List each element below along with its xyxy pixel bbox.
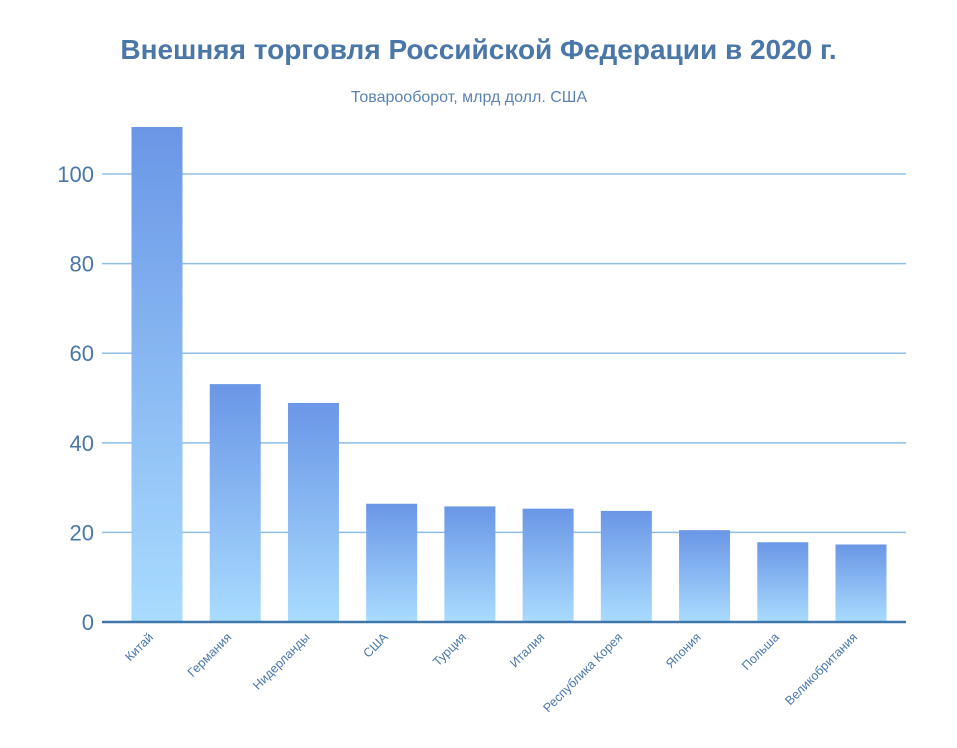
x-tick-label: Республика Корея xyxy=(541,630,626,715)
x-tick-label: Великобритания xyxy=(782,630,860,708)
y-tick-label: 80 xyxy=(70,252,94,277)
x-tick-label: Китай xyxy=(122,630,156,664)
bar xyxy=(131,127,183,622)
y-tick-label: 20 xyxy=(70,520,94,545)
bar xyxy=(679,530,731,622)
bar xyxy=(366,503,418,622)
x-tick-label: Германия xyxy=(185,630,235,680)
bar xyxy=(287,402,339,622)
chart-subtitle: Товарооборот, млрд долл. США xyxy=(350,89,588,106)
bar xyxy=(522,508,574,622)
y-tick-label: 40 xyxy=(70,431,94,456)
y-tick-label: 100 xyxy=(57,162,94,187)
x-tick-label: Турция xyxy=(430,630,469,669)
bar xyxy=(835,544,887,622)
x-tick-label: США xyxy=(361,630,392,661)
x-tick-label: Япония xyxy=(663,630,704,671)
y-tick-label: 60 xyxy=(70,341,94,366)
y-axis-ticks: 0 20 40 60 80 100 xyxy=(57,162,94,635)
bar xyxy=(444,506,496,622)
x-tick-label: Польша xyxy=(739,630,782,673)
bar xyxy=(209,384,261,622)
bar xyxy=(757,542,809,622)
bars xyxy=(131,127,887,622)
x-tick-label: Италия xyxy=(507,630,547,670)
x-tick-label: Нидерланды xyxy=(250,630,312,692)
chart-title: Внешняя торговля Российской Федерации в … xyxy=(120,34,837,65)
y-tick-label: 0 xyxy=(82,610,94,635)
bar xyxy=(600,510,652,622)
x-axis-ticks: Китай Германия Нидерланды США Турция ИталияРе… xyxy=(122,630,860,715)
